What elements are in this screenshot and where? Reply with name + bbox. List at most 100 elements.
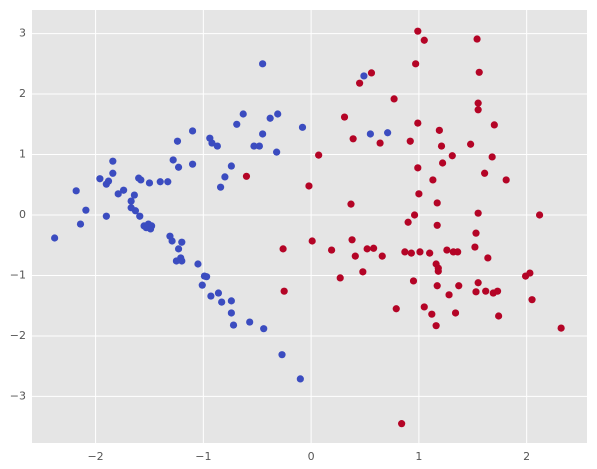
point <box>426 249 434 257</box>
point <box>454 248 462 256</box>
point <box>404 218 412 226</box>
point <box>448 152 456 160</box>
point <box>250 142 258 150</box>
point <box>359 268 367 276</box>
point <box>173 137 182 145</box>
point <box>392 305 400 313</box>
point <box>279 245 287 253</box>
point <box>278 351 286 359</box>
point <box>208 139 216 147</box>
point <box>255 142 263 150</box>
point <box>120 186 128 194</box>
point <box>233 120 241 128</box>
point <box>178 238 186 246</box>
point <box>340 113 349 121</box>
point <box>168 237 176 245</box>
point <box>420 36 428 44</box>
point <box>296 375 304 383</box>
point <box>433 282 441 290</box>
point <box>72 187 80 195</box>
point <box>420 303 428 311</box>
point <box>188 127 197 135</box>
point <box>467 140 475 148</box>
point <box>347 200 355 208</box>
point <box>455 282 463 290</box>
point <box>260 325 268 333</box>
point <box>305 182 313 190</box>
point <box>229 321 238 329</box>
point <box>242 172 251 180</box>
point <box>202 273 211 281</box>
point <box>156 178 164 186</box>
point <box>76 220 85 228</box>
point <box>227 309 235 317</box>
point <box>82 206 90 214</box>
point <box>495 312 503 320</box>
point <box>315 151 323 159</box>
point <box>409 277 418 285</box>
point <box>360 72 368 80</box>
point <box>273 148 281 156</box>
point <box>376 139 384 147</box>
point <box>471 243 479 251</box>
point <box>246 318 254 326</box>
point <box>363 245 371 253</box>
point <box>148 222 156 230</box>
y-tick-label: −2 <box>10 329 26 342</box>
point <box>259 60 267 68</box>
point <box>474 209 482 217</box>
point <box>356 79 364 87</box>
point <box>435 126 443 134</box>
point <box>390 95 398 103</box>
point <box>336 274 344 282</box>
point <box>102 212 110 220</box>
point <box>429 176 437 184</box>
point <box>416 248 424 256</box>
point <box>378 252 386 260</box>
point <box>488 153 496 161</box>
point <box>188 160 197 168</box>
point <box>437 142 446 150</box>
point <box>473 35 481 43</box>
point <box>406 137 414 145</box>
y-tick-label: −3 <box>10 389 26 402</box>
point <box>370 244 378 252</box>
point <box>443 246 451 254</box>
point <box>280 287 288 295</box>
point <box>432 322 440 330</box>
point <box>109 157 117 165</box>
point <box>227 162 235 170</box>
point <box>474 106 482 114</box>
point <box>130 191 138 199</box>
y-tick-label: 0 <box>19 208 26 221</box>
point <box>474 279 482 287</box>
point <box>308 237 316 245</box>
point <box>131 207 140 215</box>
y-tick-label: −1 <box>10 268 26 281</box>
point <box>535 211 544 219</box>
point <box>481 169 489 177</box>
point <box>414 119 422 127</box>
point <box>221 173 229 181</box>
point <box>136 212 144 220</box>
point <box>414 164 422 172</box>
x-tick-label: −2 <box>87 450 103 463</box>
point <box>348 236 356 244</box>
point <box>227 297 235 305</box>
plot-area <box>32 10 587 443</box>
point <box>145 179 154 187</box>
point <box>502 176 510 184</box>
point <box>472 288 480 296</box>
point <box>482 287 490 295</box>
point <box>412 60 420 68</box>
x-tick-label: 1 <box>415 450 422 463</box>
point <box>474 99 482 107</box>
x-tick-label: 2 <box>523 450 530 463</box>
point <box>433 221 441 229</box>
point <box>398 420 406 428</box>
point <box>259 130 267 138</box>
point <box>109 169 117 177</box>
y-tick-label: 2 <box>19 87 26 100</box>
point <box>410 211 419 219</box>
